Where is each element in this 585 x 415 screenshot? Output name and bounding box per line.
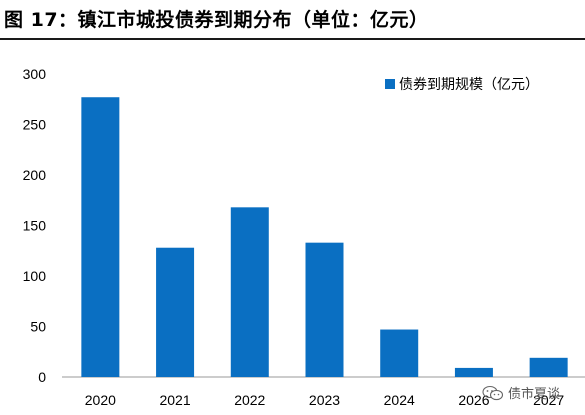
figure-title: 图 17：镇江市城投债券到期分布（单位：亿元）	[4, 9, 429, 31]
x-tick-label: 2020	[85, 392, 116, 408]
x-tick-label: 2021	[159, 392, 190, 408]
title-divider	[0, 38, 585, 40]
watermark-text: 债市夏谈	[508, 387, 561, 402]
y-tick-label: 100	[23, 268, 47, 284]
legend-label: 债券到期规模（亿元）	[399, 77, 539, 93]
y-tick-label: 50	[30, 319, 46, 335]
wechat-icon	[482, 385, 504, 400]
x-tick-label: 2026	[458, 392, 489, 408]
x-tick-label: 2023	[309, 392, 340, 408]
bar-2023	[305, 242, 344, 377]
bar-2024	[380, 329, 419, 377]
y-tick-label: 0	[38, 369, 46, 385]
y-tick-label: 250	[23, 117, 47, 133]
y-axis: 0 50 100 150 200 250 300	[23, 66, 47, 385]
legend-swatch	[385, 79, 395, 89]
y-tick-label: 200	[23, 167, 47, 183]
bar-2022	[230, 207, 269, 377]
watermark: 债市夏谈	[482, 383, 560, 402]
x-axis: 2020 2021 2022 2023 2024 2026 2027	[85, 392, 565, 408]
bars-group	[81, 97, 568, 377]
y-tick-label: 300	[23, 66, 47, 82]
bar-2021	[156, 247, 195, 377]
legend: 债券到期规模（亿元）	[385, 77, 539, 93]
bar-2027	[529, 357, 568, 377]
bar-2020	[81, 97, 120, 377]
x-tick-label: 2024	[384, 392, 415, 408]
bar-2026	[454, 367, 493, 377]
y-tick-label: 150	[23, 218, 47, 234]
x-tick-label: 2022	[234, 392, 265, 408]
x-tick-label: 2027	[533, 392, 564, 408]
